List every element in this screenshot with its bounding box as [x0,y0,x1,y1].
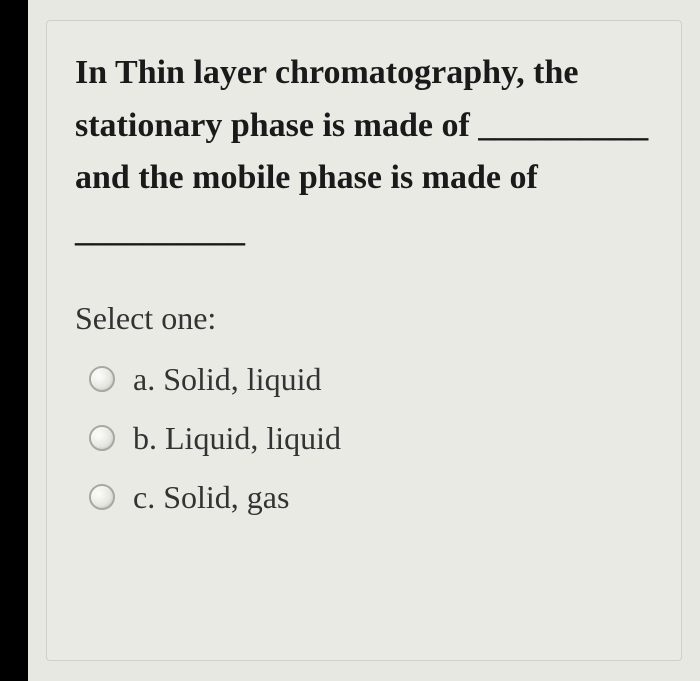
question-container: In Thin layer chromatography, the statio… [28,0,700,681]
option-label: c. Solid, gas [133,479,289,516]
question-text: In Thin layer chromatography, the statio… [75,47,653,258]
radio-icon[interactable] [89,366,115,392]
radio-icon[interactable] [89,484,115,510]
options-list: a. Solid, liquid b. Liquid, liquid c. So… [75,361,653,516]
option-b[interactable]: b. Liquid, liquid [89,420,653,457]
option-a[interactable]: a. Solid, liquid [89,361,653,398]
option-c[interactable]: c. Solid, gas [89,479,653,516]
option-label: b. Liquid, liquid [133,420,341,457]
radio-icon[interactable] [89,425,115,451]
option-label: a. Solid, liquid [133,361,321,398]
question-card: In Thin layer chromatography, the statio… [46,20,682,661]
select-prompt: Select one: [75,300,653,337]
